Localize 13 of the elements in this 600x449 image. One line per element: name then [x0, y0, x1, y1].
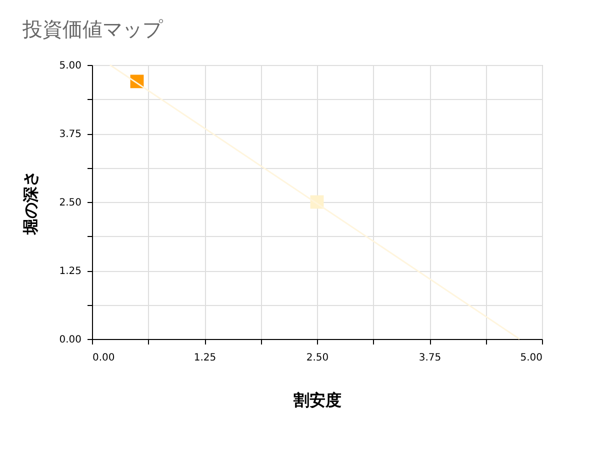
y-axis-title: 堀の深さ	[21, 170, 40, 236]
x-tick-label: 0.00	[92, 352, 115, 364]
x-tick-label: 2.50	[306, 352, 329, 364]
chart-title: 投資価値マップ	[22, 17, 164, 41]
x-tick-label: 3.75	[418, 352, 442, 364]
y-tick-label: 0.00	[59, 334, 82, 346]
y-tick-label: 5.00	[59, 60, 82, 72]
y-tick-label: 1.25	[59, 266, 82, 277]
x-axis-title: 割安度	[292, 390, 342, 410]
x-tick-label: 5.00	[520, 352, 542, 364]
y-tick-label: 2.50	[59, 198, 82, 208]
x-tick-label: 1.25	[194, 352, 216, 364]
y-tick-label: 3.75	[59, 129, 82, 140]
